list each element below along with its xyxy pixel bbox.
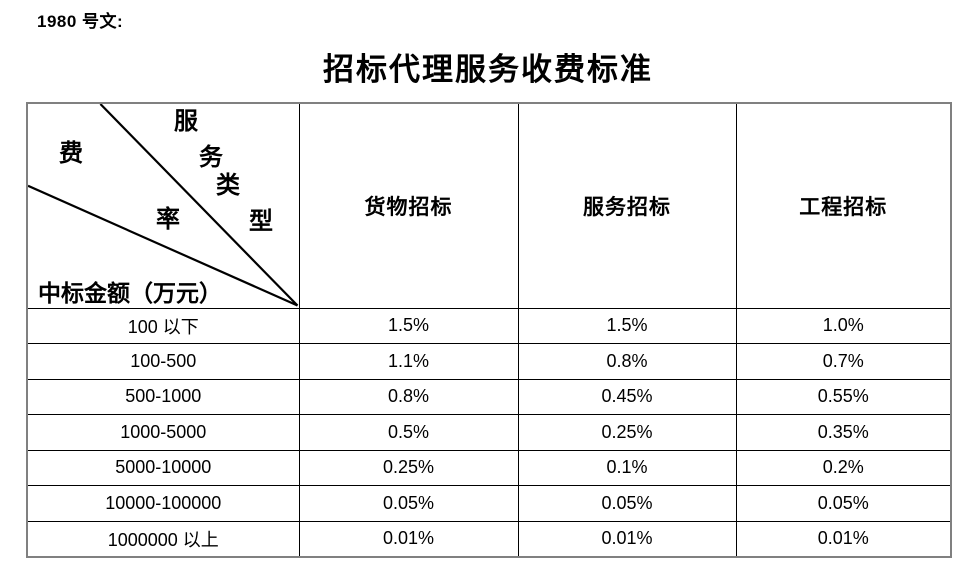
- diagonal-divider-lines: [28, 104, 298, 307]
- table-row: 1000-5000 0.5% 0.25% 0.35%: [26, 414, 952, 451]
- services-rate-cell: 0.05%: [517, 485, 737, 522]
- goods-rate-cell: 0.5%: [298, 414, 519, 451]
- goods-rate-cell: 0.01%: [298, 520, 519, 557]
- goods-rate-cell: 0.8%: [298, 378, 519, 415]
- services-rate-cell: 0.01%: [517, 520, 737, 557]
- corner-service-type-char: 服: [174, 109, 198, 135]
- services-rate-cell: 1.5%: [517, 307, 737, 344]
- table-row: 1000000 以上 0.01% 0.01% 0.01%: [26, 520, 952, 557]
- services-rate-cell: 0.8%: [517, 343, 737, 380]
- table-row: 100-500 1.1% 0.8% 0.7%: [26, 343, 952, 380]
- amount-range-cell: 1000000 以上: [26, 520, 300, 557]
- amount-range-cell: 5000-10000: [26, 449, 300, 486]
- services-rate-cell: 0.1%: [517, 449, 737, 486]
- goods-rate-cell: 0.25%: [298, 449, 519, 486]
- column-header-works: 工程招标: [735, 102, 952, 309]
- works-rate-cell: 1.0%: [735, 307, 952, 344]
- goods-rate-cell: 0.05%: [298, 485, 519, 522]
- works-rate-cell: 0.05%: [735, 485, 952, 522]
- amount-range-cell: 1000-5000: [26, 414, 300, 451]
- table-body: 100 以下 1.5% 1.5% 1.0% 100-500 1.1% 0.8% …: [26, 307, 952, 557]
- services-rate-cell: 0.25%: [517, 414, 737, 451]
- goods-rate-cell: 1.5%: [298, 307, 519, 344]
- column-header-services: 服务招标: [517, 102, 737, 309]
- works-rate-cell: 0.35%: [735, 414, 952, 451]
- amount-range-cell: 100 以下: [26, 307, 300, 344]
- table-row: 5000-10000 0.25% 0.1% 0.2%: [26, 449, 952, 486]
- corner-rate-char: 率: [156, 207, 180, 233]
- fee-table: 服 务 类 型 费 率 中标金额（万元） 货物招标 服务招标 工程招标 100 …: [26, 102, 952, 558]
- corner-service-type-char: 务: [199, 145, 223, 171]
- table-row: 100 以下 1.5% 1.5% 1.0%: [26, 307, 952, 344]
- works-rate-cell: 0.2%: [735, 449, 952, 486]
- goods-rate-cell: 1.1%: [298, 343, 519, 380]
- corner-rate-char: 费: [59, 141, 83, 167]
- column-header-goods: 货物招标: [298, 102, 519, 309]
- corner-service-type-char: 类: [216, 173, 240, 199]
- corner-service-type-char: 型: [249, 209, 273, 235]
- table-header-row: 服 务 类 型 费 率 中标金额（万元） 货物招标 服务招标 工程招标: [26, 102, 952, 309]
- table-row: 500-1000 0.8% 0.45% 0.55%: [26, 378, 952, 415]
- corner-amount-axis-label: 中标金额（万元）: [38, 281, 222, 306]
- works-rate-cell: 0.01%: [735, 520, 952, 557]
- works-rate-cell: 0.7%: [735, 343, 952, 380]
- table-row: 10000-100000 0.05% 0.05% 0.05%: [26, 485, 952, 522]
- amount-range-cell: 10000-100000: [26, 485, 300, 522]
- amount-range-cell: 100-500: [26, 343, 300, 380]
- amount-range-cell: 500-1000: [26, 378, 300, 415]
- works-rate-cell: 0.55%: [735, 378, 952, 415]
- table-corner-cell: 服 务 类 型 费 率 中标金额（万元）: [26, 102, 300, 309]
- doc-ref-label: 1980 号文:: [37, 12, 124, 31]
- services-rate-cell: 0.45%: [517, 378, 737, 415]
- page-title: 招标代理服务收费标准: [323, 52, 653, 87]
